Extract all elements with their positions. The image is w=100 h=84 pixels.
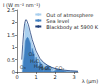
svg-text:2: 2 [12,19,15,25]
svg-text:I (W m⁻² nm⁻¹): I (W m⁻² nm⁻¹) [3,2,41,9]
svg-text:λ (µm): λ (µm) [82,78,99,84]
svg-text:Sea level: Sea level [46,17,70,24]
svg-text:O₂: O₂ [28,51,34,57]
svg-text:Out of atmosphere: Out of atmosphere [46,11,94,18]
svg-text:0.5: 0.5 [7,57,15,63]
svg-text:0: 0 [15,74,18,80]
svg-text:3: 3 [73,74,76,80]
svg-text:O₃: O₃ [20,64,26,70]
svg-text:H₂O: H₂O [30,58,40,65]
svg-text:1.5: 1.5 [7,32,15,38]
svg-text:1: 1 [12,44,15,50]
svg-text:2: 2 [53,74,56,80]
svg-text:0: 0 [11,69,15,75]
svg-text:1: 1 [34,74,37,80]
svg-text:Blackbody at 5900 K: Blackbody at 5900 K [46,24,98,31]
svg-text:2.5: 2.5 [7,7,15,13]
svg-text:H₂O, CO₂: H₂O, CO₂ [42,65,64,71]
